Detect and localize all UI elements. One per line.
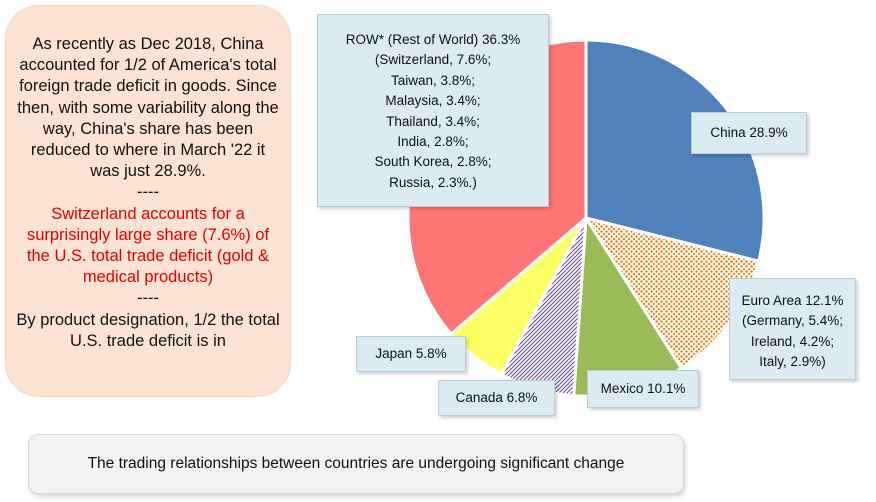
callout-line: (Switzerland, 7.6%; <box>374 52 492 68</box>
callout-line: India, 2.8%; <box>397 134 469 150</box>
callout-japan: Japan 5.8% <box>356 336 466 372</box>
commentary-paragraph-china: As recently as Dec 2018, China accounted… <box>17 35 279 181</box>
callout-canada: Canada 6.8% <box>438 380 555 416</box>
callout-mexico: Mexico 10.1% <box>587 370 699 408</box>
callout-line: Japan 5.8% <box>375 345 447 361</box>
callout-line: Mexico 10.1% <box>600 380 686 396</box>
commentary-panel: As recently as Dec 2018, China accounted… <box>5 5 291 397</box>
callout-line: Malaysia, 3.4%; <box>385 93 481 109</box>
callout-line: Canada 6.8% <box>455 389 538 405</box>
callout-line: Italy, 2.9%) <box>759 354 826 370</box>
callout-line: ROW* (Rest of World) 36.3% <box>345 32 521 47</box>
callout-line: South Korea, 2.8%; <box>374 154 492 170</box>
callout-line: Thailand, 3.4%; <box>386 113 480 129</box>
commentary-paragraph-product: By product designation, 1/2 the total U.… <box>16 310 280 350</box>
callout-line: Taiwan, 3.8%; <box>390 72 476 88</box>
callout-row: ROW* (Rest of World) 36.3% (Switzerland, … <box>317 14 549 207</box>
callout-line: Russia, 2.3%.) <box>389 174 477 190</box>
footer-banner: The trading relationships between countr… <box>28 434 684 494</box>
pie-slice-china <box>584 38 766 263</box>
commentary-separator: ---- <box>137 183 159 202</box>
footer-text: The trading relationships between countr… <box>87 455 625 472</box>
commentary-paragraph-switzerland: Switzerland accounts for a surprisingly … <box>26 204 270 287</box>
callout-line: Ireland, 4.2%; <box>750 333 835 349</box>
callout-line: China 28.9% <box>710 124 788 140</box>
callout-line: (Germany, 5.4%; <box>741 313 844 329</box>
commentary-separator: ---- <box>137 289 159 308</box>
callout-line: Euro Area 12.1% <box>741 293 844 308</box>
callout-china: China 28.9% <box>691 112 807 154</box>
callout-euro: Euro Area 12.1% (Germany, 5.4%; Ireland, 4… <box>729 278 856 380</box>
